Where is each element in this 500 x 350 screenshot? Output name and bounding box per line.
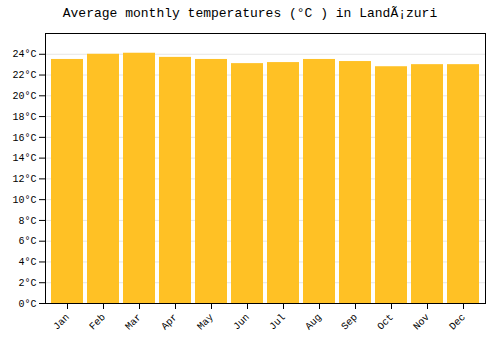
svg-text:Oct: Oct	[375, 312, 396, 333]
svg-text:8°C: 8°C	[18, 216, 36, 227]
svg-text:Jun: Jun	[231, 312, 252, 333]
svg-text:14°C: 14°C	[12, 153, 36, 164]
svg-text:2°C: 2°C	[18, 278, 36, 289]
svg-text:6°C: 6°C	[18, 236, 36, 247]
svg-text:Aug: Aug	[303, 312, 324, 333]
svg-text:12°C: 12°C	[12, 174, 36, 185]
svg-text:Jul: Jul	[267, 312, 288, 333]
svg-text:Apr: Apr	[159, 312, 180, 333]
svg-text:18°C: 18°C	[12, 112, 36, 123]
svg-text:Feb: Feb	[87, 312, 108, 333]
svg-text:Dec: Dec	[447, 312, 468, 333]
svg-text:Nov: Nov	[411, 312, 432, 333]
svg-text:10°C: 10°C	[12, 195, 36, 206]
svg-text:16°C: 16°C	[12, 133, 36, 144]
svg-text:Jan: Jan	[51, 312, 72, 333]
svg-text:0°C: 0°C	[18, 299, 36, 310]
svg-text:4°C: 4°C	[18, 257, 36, 268]
svg-text:22°C: 22°C	[12, 70, 36, 81]
svg-text:Sep: Sep	[339, 312, 360, 333]
svg-text:May: May	[195, 312, 216, 333]
html-text:Average monthly temperatures (: Average monthly temperatures (°C ) in La…	[62, 6, 438, 21]
svg-text:24°C: 24°C	[12, 49, 36, 60]
svg-text:20°C: 20°C	[12, 91, 36, 102]
svg-text:Mar: Mar	[123, 312, 144, 333]
